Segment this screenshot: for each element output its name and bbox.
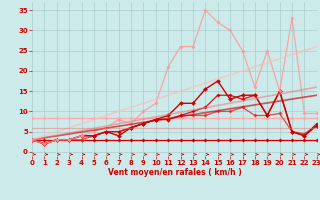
X-axis label: Vent moyen/en rafales ( km/h ): Vent moyen/en rafales ( km/h ) <box>108 168 241 177</box>
